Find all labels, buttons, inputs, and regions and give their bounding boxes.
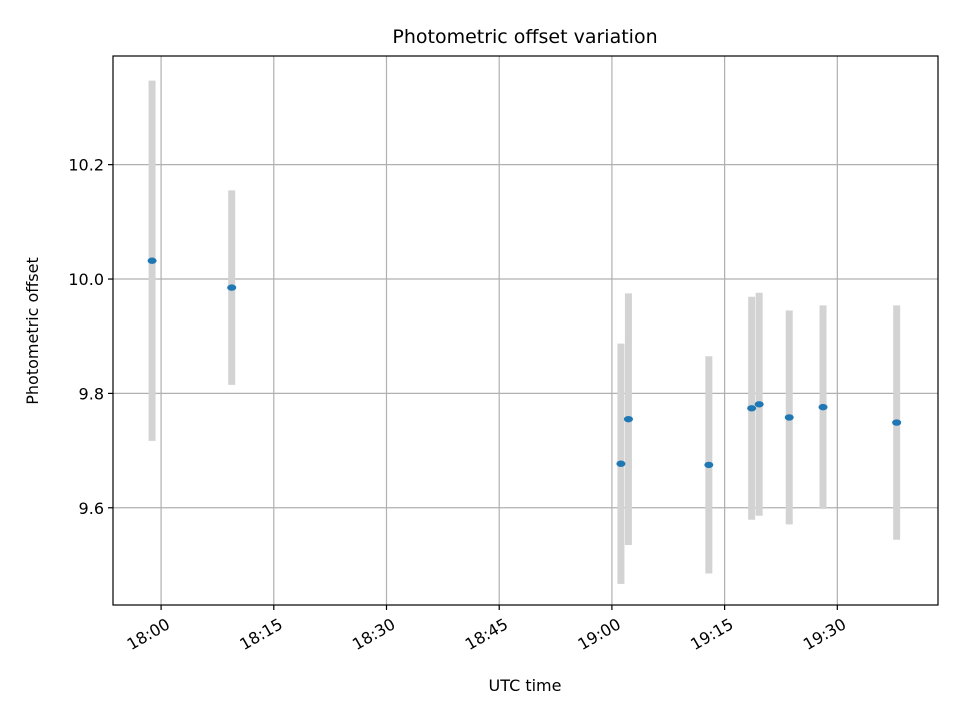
- y-axis-ticks: 9.6 9.8 10.0 10.2: [68, 156, 113, 518]
- plot-frame: [112, 55, 939, 606]
- y-axis-label: Photometric offset: [23, 257, 42, 405]
- data-point: [892, 419, 902, 426]
- data-point: [747, 405, 757, 412]
- data-points: [147, 257, 902, 469]
- data-point: [623, 415, 633, 423]
- data-point: [784, 414, 794, 421]
- data-point: [818, 403, 828, 411]
- y-tick-label: 9.8: [79, 384, 104, 403]
- chart-title: Photometric offset variation: [392, 26, 657, 48]
- y-tick-label: 10.2: [68, 156, 104, 175]
- data-point: [754, 401, 764, 408]
- data-point: [227, 284, 237, 291]
- data-point: [147, 257, 157, 264]
- grid: [113, 56, 938, 605]
- y-tick-label: 10.0: [68, 270, 104, 289]
- y-tick-label: 9.6: [79, 499, 104, 518]
- x-axis-label: UTC time: [489, 676, 562, 695]
- data-point: [616, 460, 626, 467]
- data-point: [704, 461, 714, 469]
